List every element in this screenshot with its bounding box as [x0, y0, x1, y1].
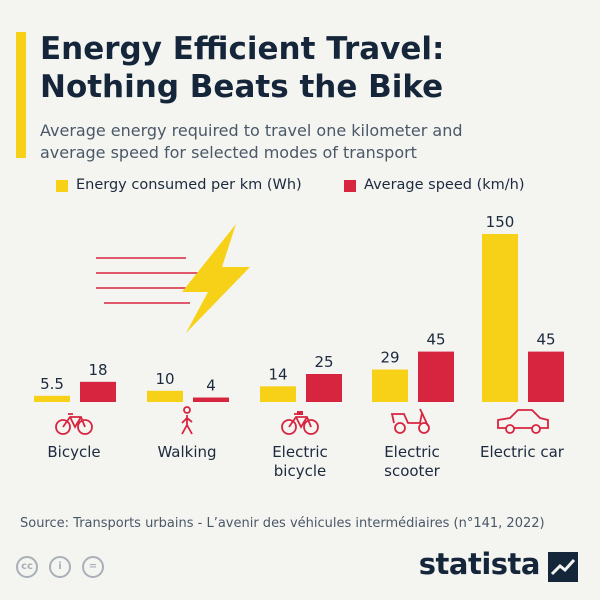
speed-value-label: 45: [536, 331, 555, 349]
speed-value-label: 25: [314, 353, 333, 371]
speed-value-label: 4: [206, 377, 216, 395]
electric-bicycle-icon: [281, 411, 319, 435]
speed-value-label: 45: [426, 331, 445, 349]
energy-value-label: 10: [155, 370, 174, 388]
speed-bar: [418, 351, 454, 402]
category-labels: Bicycle Walking ElectricbicycleElectricsco…: [47, 443, 564, 480]
speed-value-label: 18: [88, 361, 107, 379]
category-label: Electric: [272, 443, 328, 461]
speed-bar: [193, 397, 229, 402]
category-label: Electric: [384, 443, 440, 461]
energy-bar: [482, 234, 518, 402]
title-line-2: Nothing Beats the Bike: [40, 69, 444, 105]
energy-value-label: 29: [380, 349, 399, 367]
category-label: Bicycle: [47, 443, 100, 461]
energy-value-label: 14: [268, 365, 287, 383]
legend-label-speed: Average speed (km/h): [364, 177, 525, 193]
energy-bar: [147, 390, 183, 402]
creative-commons-icon: cc: [16, 556, 38, 578]
statista-logo[interactable]: statista: [418, 547, 541, 581]
category-label: bicycle: [274, 462, 326, 480]
bicycle-icon: [55, 413, 93, 435]
lightning-illustration: [96, 224, 250, 333]
category-icons: [55, 406, 549, 435]
electric-car-icon: [497, 409, 549, 434]
legend-swatch-energy: [56, 180, 68, 192]
title-line-1: Energy Efficient Travel:: [40, 31, 445, 67]
statista-logo-icon: [548, 552, 578, 582]
speed-bar: [306, 374, 342, 402]
category-label: Walking: [157, 443, 216, 461]
subtitle-line-2: average speed for selected modes of tran…: [40, 143, 417, 162]
electric-scooter-icon: [390, 408, 430, 434]
bars-group: 5.5 18 10 4 14 25 29 45 150 45: [34, 213, 564, 402]
speed-bar: [80, 381, 116, 402]
category-label: Electric car: [480, 443, 565, 461]
source-note: Source: Transports urbains - L’avenir de…: [20, 516, 545, 531]
legend-swatch-speed: [344, 180, 356, 192]
lightning-bolt-icon: [182, 224, 250, 333]
chart-title: Energy Efficient Travel: Nothing Beats t…: [40, 30, 580, 106]
attribution-icon: i: [49, 556, 71, 578]
no-derivatives-icon: =: [82, 556, 104, 578]
energy-bar: [260, 386, 296, 402]
energy-bar: [34, 395, 70, 402]
energy-value-label: 150: [486, 213, 515, 231]
walking-icon: [181, 406, 193, 435]
category-label: scooter: [384, 462, 441, 480]
energy-bar: [372, 369, 408, 402]
energy-value-label: 5.5: [40, 375, 64, 393]
subtitle-line-1: Average energy required to travel one ki…: [40, 121, 463, 140]
chart-subtitle: Average energy required to travel one ki…: [40, 120, 585, 164]
speed-bar: [528, 351, 564, 402]
accent-bar: [16, 32, 26, 158]
legend-label-energy: Energy consumed per km (Wh): [76, 177, 302, 193]
license-icons: cc i =: [16, 556, 126, 580]
